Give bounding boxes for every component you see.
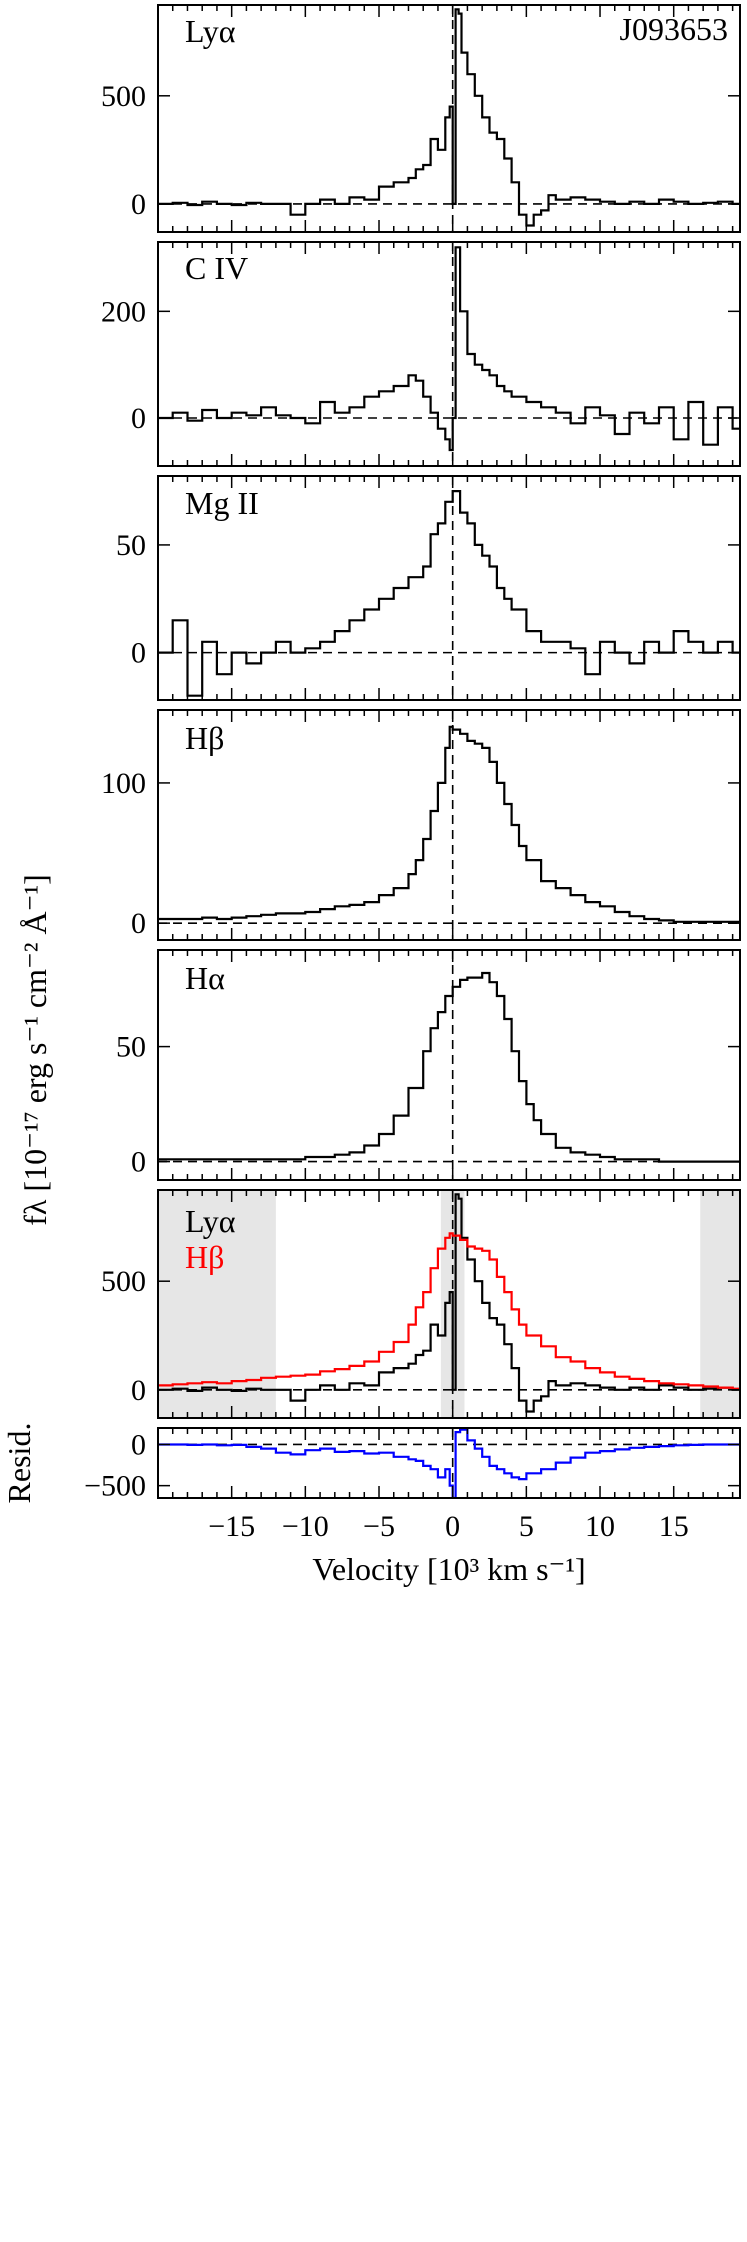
panel-frame <box>157 1427 741 1499</box>
y-tick-label: 0 <box>131 907 146 940</box>
y-tick-label: 0 <box>131 1146 146 1179</box>
object-name: J093653 <box>620 11 728 47</box>
panel-mgii: 0 50 Mg II <box>116 475 741 701</box>
x-tick-label: −10 <box>282 1510 329 1543</box>
x-tick-label: 15 <box>659 1510 689 1543</box>
y-tick-label: 50 <box>116 1031 146 1064</box>
shaded-region-2 <box>700 1190 740 1418</box>
plot-area-civ <box>158 242 740 466</box>
panel-label: Lyα <box>185 13 236 49</box>
panel-label: C IV <box>185 250 248 286</box>
plot-area-lya <box>158 5 740 232</box>
series-line-civ-0 <box>158 246 740 452</box>
plot-area-halpha <box>158 950 740 1180</box>
y-tick-label: 50 <box>116 529 146 562</box>
y-axis-title: fλ [10⁻¹⁷ erg s⁻¹ cm⁻² Å⁻¹] <box>17 874 53 1226</box>
x-tick-label: 5 <box>519 1510 534 1543</box>
y-tick-label: 0 <box>131 637 146 670</box>
panel-frame <box>157 475 741 701</box>
panel-label: Mg II <box>185 485 259 521</box>
x-tick-label: −5 <box>363 1510 395 1543</box>
series-line-resid-0 <box>158 1428 740 1498</box>
plot-area-compare <box>158 1190 740 1418</box>
plot-area-hbeta <box>158 710 740 940</box>
panel-resid: 0 −500 Resid. −15 −10 −5 0 5 10 15 Velocity [10³ k… <box>1 1423 741 1587</box>
y-tick-label: 500 <box>101 1265 146 1298</box>
panel-label: Hβ <box>185 720 224 756</box>
series-line-hbeta-0 <box>158 725 740 923</box>
y-tick-label: 200 <box>101 295 146 328</box>
series-line-lya-0 <box>158 8 740 227</box>
plot-area-mgii <box>158 476 740 700</box>
y-tick-label: 500 <box>101 80 146 113</box>
y-tick-label: 0 <box>131 402 146 435</box>
x-tick-label: 0 <box>445 1510 460 1543</box>
panel-hbeta: 0 100 Hβ <box>101 709 741 941</box>
legend-label-1: Hβ <box>185 1239 224 1275</box>
series-line-halpha-0 <box>158 971 740 1163</box>
panel-frame <box>157 949 741 1181</box>
panel-civ: 0 200 C IV <box>101 241 741 467</box>
resid-axis-label: Resid. <box>1 1423 37 1504</box>
panel-halpha: 0 50 Hα <box>116 949 741 1181</box>
panel-frame <box>157 1189 741 1419</box>
y-tick-label: 0 <box>131 1428 146 1461</box>
x-tick-label: −15 <box>208 1510 255 1543</box>
series-line-compare-1 <box>158 1232 740 1390</box>
panel-frame <box>157 241 741 467</box>
panel-label: Hα <box>185 960 225 996</box>
series-line-mgii-0 <box>158 490 740 697</box>
legend-label-0: Lyα <box>185 1203 236 1239</box>
series-line-compare-0 <box>158 1193 740 1413</box>
x-tick-label: 10 <box>585 1510 615 1543</box>
y-tick-label: −500 <box>84 1470 146 1503</box>
y-tick-label: 0 <box>131 188 146 221</box>
plot-area-resid <box>158 1428 740 1498</box>
panel-lya: 0 500 Lyα J093653 <box>101 4 741 233</box>
y-tick-label: 0 <box>131 1374 146 1407</box>
panel-frame <box>157 4 741 233</box>
x-axis-title: Velocity [10³ km s⁻¹] <box>312 1551 585 1587</box>
y-tick-label: 100 <box>101 767 146 800</box>
panel-frame <box>157 709 741 941</box>
